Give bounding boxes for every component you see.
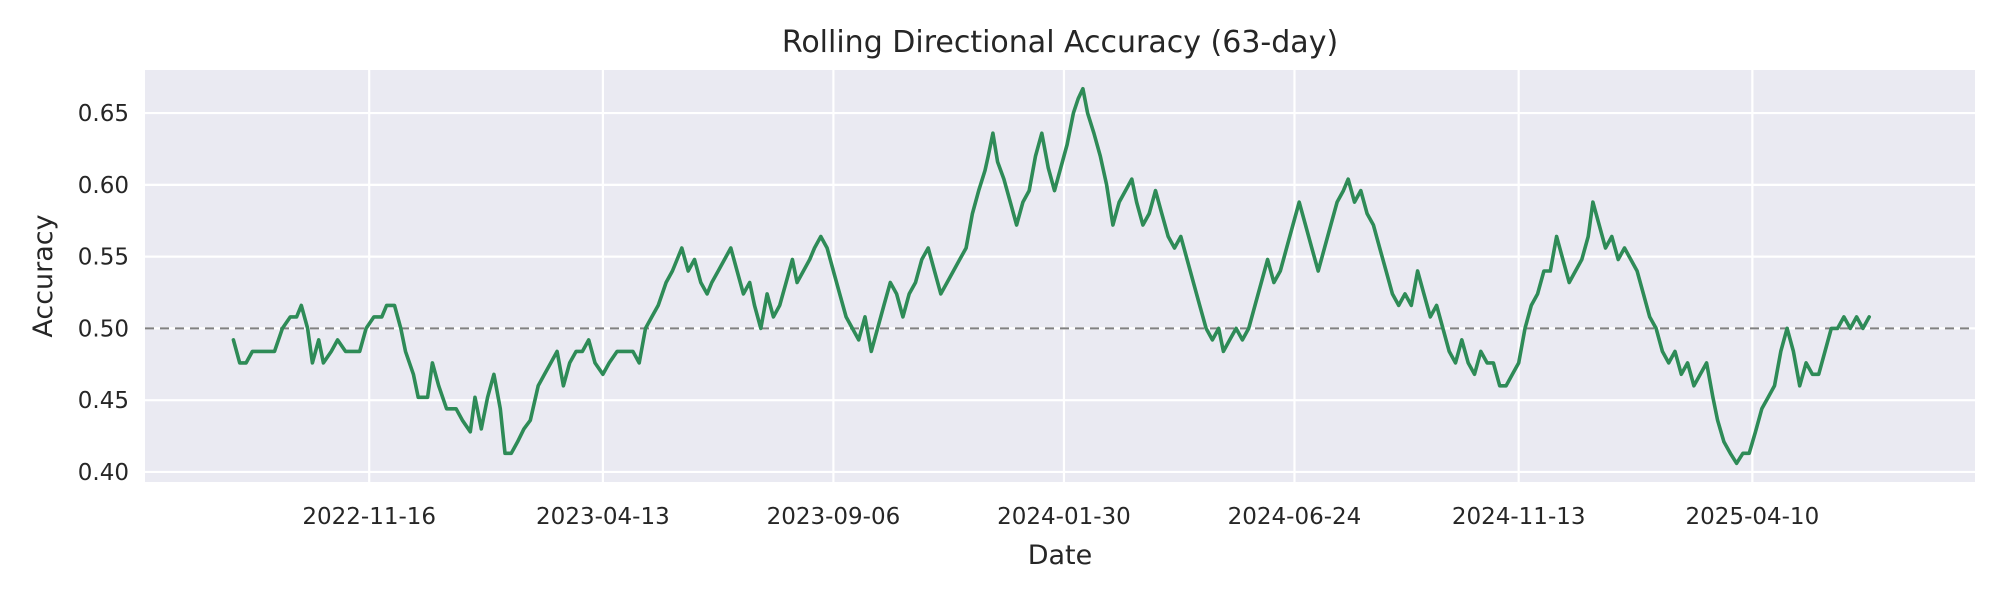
y-tick-label: 0.55: [78, 245, 129, 271]
y-tick-label: 0.50: [78, 316, 129, 342]
y-tick-labels: 0.40 0.45 0.50 0.55 0.60 0.65: [78, 101, 129, 486]
chart-title: Rolling Directional Accuracy (63-day): [782, 25, 1338, 60]
series-layer: [231, 86, 1871, 466]
series-line: [231, 86, 1871, 466]
x-tick-label: 2025-04-10: [1686, 504, 1820, 530]
plot-area: [145, 70, 1975, 482]
y-tick-label: 0.65: [78, 101, 129, 127]
y-tick-label: 0.45: [78, 388, 129, 414]
x-tick-label: 2022-11-16: [302, 504, 436, 530]
x-tick-label: 2023-09-06: [767, 504, 901, 530]
y-tick-label: 0.40: [78, 460, 129, 486]
y-tick-label: 0.60: [78, 173, 129, 199]
x-tick-label: 2024-06-24: [1228, 504, 1362, 530]
x-tick-label: 2023-04-13: [536, 504, 670, 530]
x-tick-label: 2024-11-13: [1452, 504, 1586, 530]
x-tick-labels: 2022-11-16 2023-04-13 2023-09-06 2024-01-30…: [302, 504, 1819, 530]
x-tick-label: 2024-01-30: [997, 504, 1131, 530]
x-axis-label: Date: [1028, 540, 1093, 571]
y-axis-label: Accuracy: [28, 214, 59, 337]
